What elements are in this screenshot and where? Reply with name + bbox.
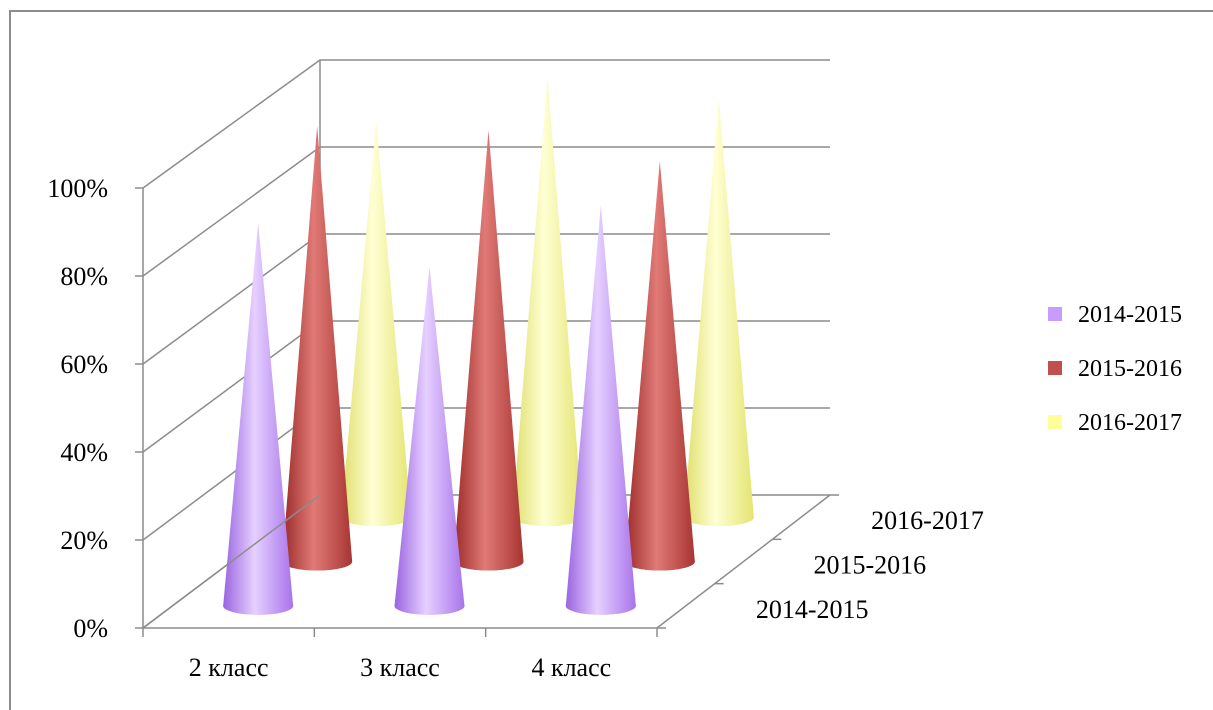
gridline [142,59,830,189]
legend-swatch [1048,307,1062,321]
cone-base [341,508,412,527]
y-tick-label: 40% [60,438,108,467]
depth-tick-label: 2016-2017 [871,506,984,535]
legend-swatch [1048,415,1062,429]
cone-base [624,552,695,571]
cone-1-2 [624,161,695,571]
x-tick-label: 4 класс [531,653,611,682]
cone-body [624,161,695,571]
cone-base [282,552,353,571]
cone-base [512,508,583,527]
legend-label: 2014-2015 [1078,302,1182,328]
cone-body [565,205,636,615]
cone-body [282,125,353,571]
axes: 0% 20% 40% 60% 80% 100% 2 класс 3 класс 4 класс 2… [47,174,984,682]
legend: 2014-2015 2015-2016 2016-2017 [1048,302,1182,436]
cones [223,77,754,615]
x-tick-label: 3 класс [360,653,440,682]
cone-body [341,121,412,527]
y-tick-label: 20% [60,526,108,555]
cone-0-2 [565,205,636,615]
cone-0-1 [394,267,465,615]
cone-1-0 [282,125,353,571]
cone-2-0 [341,121,412,527]
y-tick-label: 100% [47,174,108,203]
gridline [142,146,830,277]
cone-body [683,99,754,527]
cone-base [683,508,754,527]
cone-base [565,596,636,615]
y-tick-label: 80% [60,262,108,291]
cone-2-2 [683,99,754,527]
cone-body [394,267,465,615]
chart-frame [9,10,1213,710]
cone-base [453,552,524,571]
y-tick-label: 60% [60,350,108,379]
x-tick-label: 2 класс [189,653,269,682]
floor-left-edge [142,494,321,629]
depth-tick-label: 2014-2015 [756,595,869,624]
cone-body [453,130,524,571]
legend-label: 2015-2016 [1078,356,1182,382]
cone-base [223,596,294,615]
legend-swatch [1048,361,1062,375]
cone-2-1 [512,77,583,527]
cone-base [394,596,465,615]
y-tick-label: 0% [73,614,108,643]
cone-0-0 [223,223,294,615]
cone-1-1 [453,130,524,571]
depth-tick-label: 2015-2016 [814,551,927,580]
cone-body [512,77,583,527]
cone-body [223,223,294,615]
legend-label: 2016-2017 [1078,410,1182,436]
